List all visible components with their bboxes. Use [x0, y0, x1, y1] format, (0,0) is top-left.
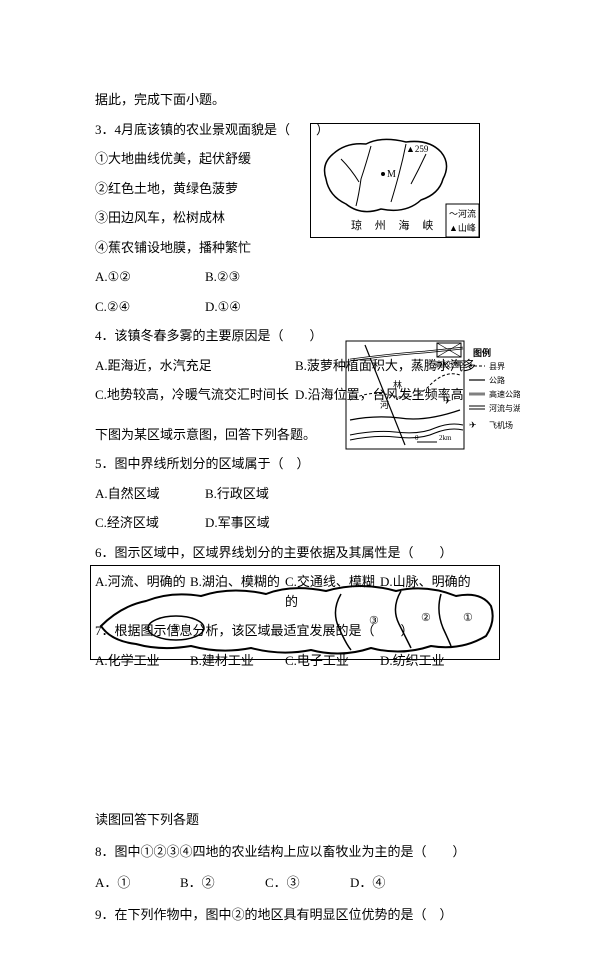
pre5-text: 下图为某区域示意图，回答下列各题。: [95, 425, 520, 445]
q8-opt-c: C．③: [265, 873, 350, 893]
q8-opt-a: A．①: [95, 873, 180, 893]
q3-opt-d: D.①④: [205, 297, 315, 317]
q7-opt-b: B.建材工业: [190, 651, 285, 671]
q4-opts-row1: A.距海近，水汽充足 B.菠萝种植面积大，蒸腾水汽多: [95, 356, 520, 376]
q4-opt-a: A.距海近，水汽充足: [95, 356, 295, 376]
q5-opt-d: D.军事区域: [205, 513, 315, 533]
q3-opts-row1: A.①② B.②③: [95, 267, 520, 287]
q4-stem: 4．该镇冬春多雾的主要原因是（ ）: [95, 326, 520, 346]
q3-opts-row2: C.②④ D.①④: [95, 297, 520, 317]
q4-opt-d: D.沿海位置，台风发生频率高: [295, 385, 495, 405]
q4-opts-row2: C.地势较高，冷暖气流交汇时间长 D.沿海位置，台风发生频率高: [95, 385, 520, 405]
q6-opt-a: A.河流、明确的: [95, 572, 190, 611]
q5-opt-c: C.经济区域: [95, 513, 205, 533]
q8-opts: A．① B．② C．③ D．④: [95, 873, 520, 893]
q5-stem: 5．图中界线所划分的区域属于（ ）: [95, 454, 520, 474]
q7-opt-d: D.纺织工业: [380, 651, 475, 671]
q6-opt-b: B.湖泊、模糊的: [190, 572, 285, 611]
q6-stem: 6．图示区域中，区域界线划分的主要依据及其属性是（ ）: [95, 543, 520, 563]
q8-opt-d: D．④: [350, 873, 435, 893]
q5-opts-row2: C.经济区域 D.军事区域: [95, 513, 520, 533]
pre8-text: 读图回答下列各题: [95, 810, 520, 830]
q3-item-1: ①大地曲线优美，起伏舒缓: [95, 149, 520, 169]
q9-stem: 9．在下列作物中，图中②的地区具有明显区位优势的是（ ）: [95, 905, 520, 925]
q3-opt-c: C.②④: [95, 297, 205, 317]
intro-text: 据此，完成下面小题。: [95, 90, 520, 110]
q7-opt-a: A.化学工业: [95, 651, 190, 671]
q7-opt-c: C.电子工业: [285, 651, 380, 671]
q4-opt-b: B.菠萝种植面积大，蒸腾水汽多: [295, 356, 495, 376]
q7-opts: A.化学工业 B.建材工业 C.电子工业 D.纺织工业: [95, 651, 520, 671]
q3-item-4: ④蕉农铺设地膜，播种繁忙: [95, 238, 520, 258]
q6-opt-d: D.山脉、明确的: [380, 572, 475, 611]
q8-stem: 8．图中①②③④四地的农业结构上应以畜牧业为主的是（ ）: [95, 842, 520, 862]
q3-stem: 3．4月底该镇的农业景观面貌是（ ）: [95, 120, 520, 140]
q5-opt-b: B.行政区域: [205, 484, 315, 504]
q5-opt-a: A.自然区域: [95, 484, 205, 504]
q3-opt-b: B.②③: [205, 267, 315, 287]
q4-opt-c: C.地势较高，冷暖气流交汇时间长: [95, 385, 295, 405]
q3-opt-a: A.①②: [95, 267, 205, 287]
q6-opt-c: C.交通线、模糊的: [285, 572, 380, 611]
q5-opts-row1: A.自然区域 B.行政区域: [95, 484, 520, 504]
q6-opts: A.河流、明确的 B.湖泊、模糊的 C.交通线、模糊的 D.山脉、明确的: [95, 572, 520, 611]
q8-opt-b: B．②: [180, 873, 265, 893]
q3-item-3: ③田边风车，松树成林: [95, 208, 520, 228]
q7-stem: 7．根据图示信息分析，该区域最适宜发展的是（ ）: [95, 621, 520, 641]
q3-item-2: ②红色土地，黄绿色菠萝: [95, 179, 520, 199]
